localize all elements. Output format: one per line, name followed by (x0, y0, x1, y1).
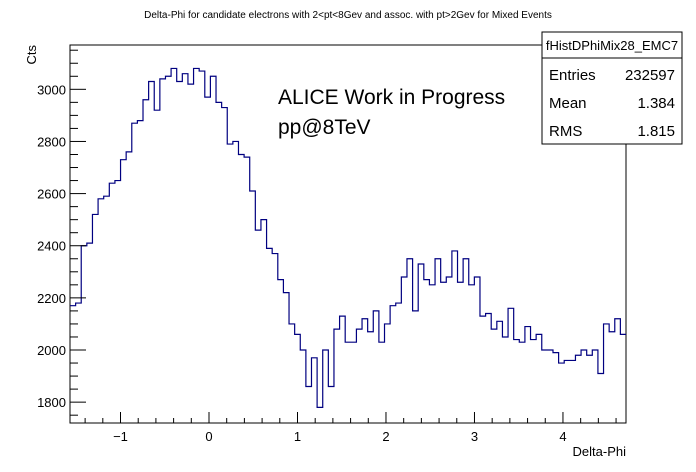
y-tick-label: 2400 (37, 239, 66, 254)
chart-title: Delta-Phi for candidate electrons with 2… (144, 10, 552, 21)
plot-frame (69, 44, 627, 424)
stats-histogram-name: fHistDPhiMix28_EMC7 (546, 38, 678, 53)
x-tick-label: 3 (471, 429, 478, 444)
x-tick-label: 2 (382, 429, 389, 444)
y-tick-label: 3000 (37, 82, 66, 97)
histogram-series-line (70, 67, 626, 408)
annotation-energy: pp@8TeV (278, 116, 371, 139)
x-tick-label: 1 (294, 429, 301, 444)
y-axis: 1800 2000 2200 2400 2600 2800 3000 (37, 49, 86, 416)
stats-entries-value: 232597 (625, 67, 675, 84)
stats-rms-value: 1.815 (637, 123, 675, 140)
y-tick-label: 2600 (37, 187, 66, 202)
stats-mean-label: Mean (549, 95, 587, 112)
x-axis: −1 0 1 2 3 4 (84, 412, 617, 444)
x-tick-label: 4 (559, 429, 566, 444)
y-tick-label: 1800 (37, 395, 66, 410)
y-axis-title: Cts (24, 45, 39, 65)
y-tick-label: 2800 (37, 134, 66, 149)
x-axis-title: Delta-Phi (573, 444, 627, 459)
annotation-alice: ALICE Work in Progress (278, 86, 505, 109)
x-tick-label: 0 (205, 429, 212, 444)
stats-entries-label: Entries (549, 67, 596, 84)
stats-mean-value: 1.384 (637, 95, 675, 112)
y-tick-label: 2200 (37, 291, 66, 306)
stats-box: fHistDPhiMix28_EMC7 Entries 232597 Mean … (541, 31, 683, 145)
histogram-layer (70, 67, 626, 408)
x-tick-label: −1 (113, 429, 128, 444)
stats-rms-label: RMS (549, 123, 582, 140)
y-tick-label: 2000 (37, 343, 66, 358)
